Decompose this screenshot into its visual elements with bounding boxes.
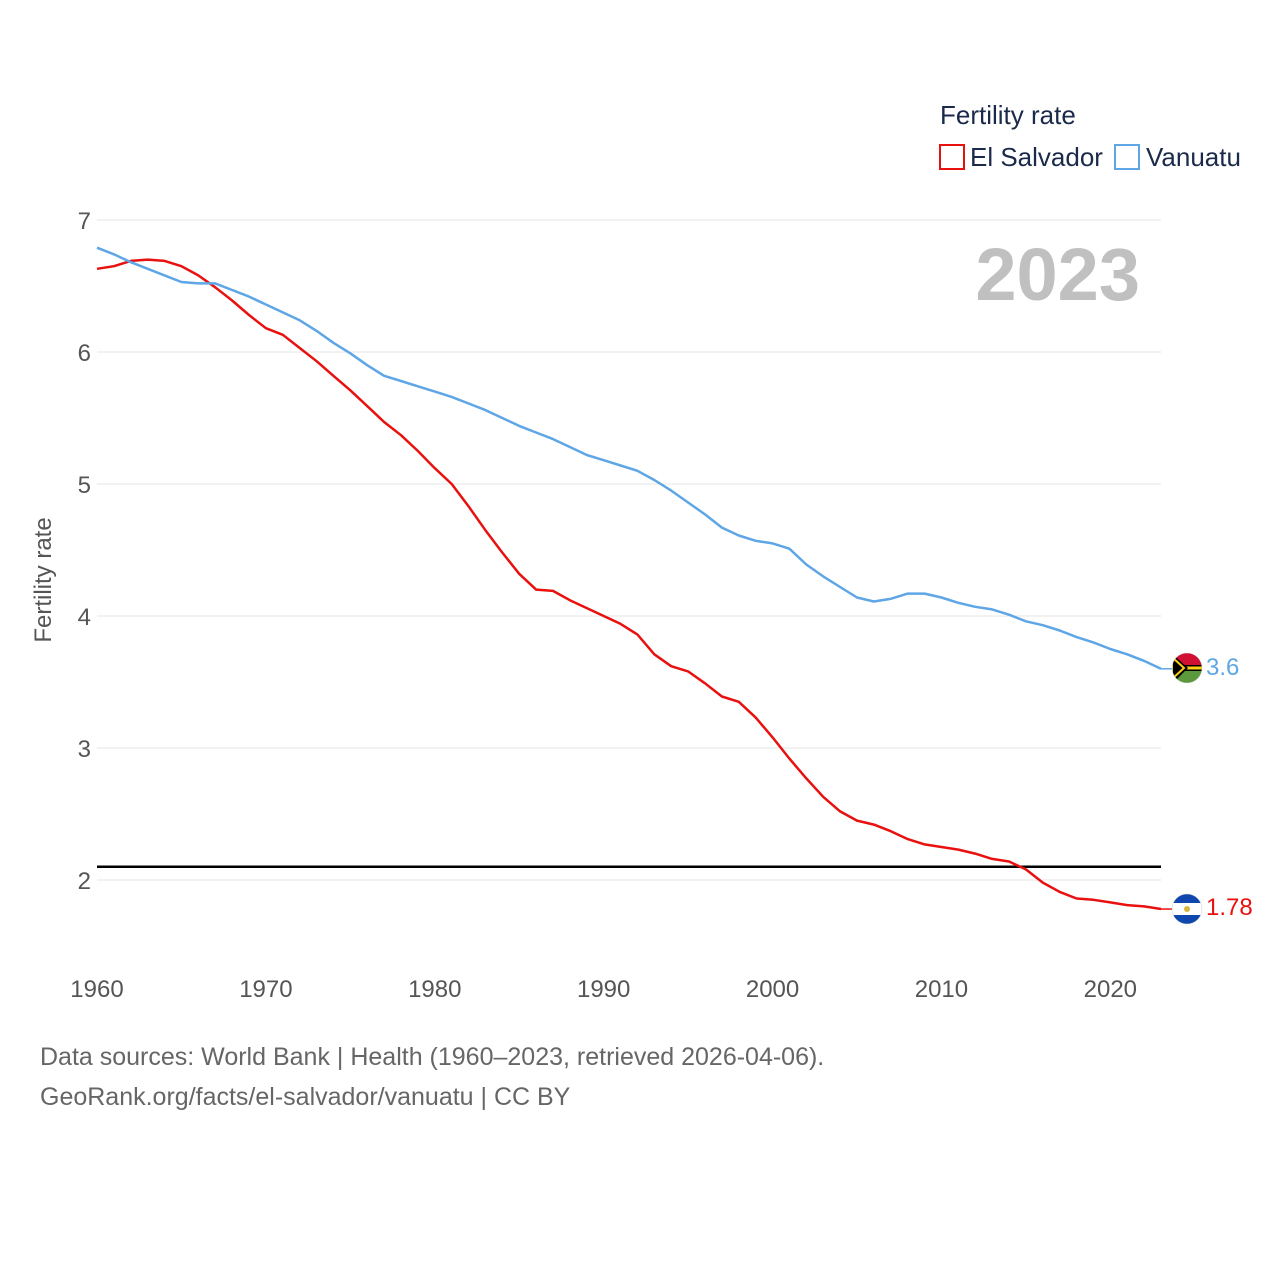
end-label-el-salvador: 1.78 <box>1206 894 1253 921</box>
el-salvador-flag-icon <box>1171 893 1203 925</box>
y-tick-4: 4 <box>78 604 91 631</box>
vanuatu-flag-icon <box>1171 652 1203 684</box>
x-tick-1990: 1990 <box>577 976 630 1003</box>
y-axis-title: Fertility rate <box>30 517 57 642</box>
series-layer <box>96 246 1172 911</box>
x-tick-2010: 2010 <box>915 976 968 1003</box>
end-label-vanuatu: 3.6 <box>1206 654 1239 681</box>
legend-item-vanuatu[interactable]: Vanuatu <box>1114 142 1241 172</box>
legend-swatch-vanuatu <box>1114 144 1140 170</box>
x-tick-2000: 2000 <box>746 976 799 1003</box>
x-tick-1980: 1980 <box>408 976 461 1003</box>
footer-source: Data sources: World Bank | Health (1960–… <box>40 1043 825 1071</box>
legend-swatch-el-salvador <box>939 144 965 170</box>
x-tick-1970: 1970 <box>239 976 292 1003</box>
grid-lines <box>97 219 1161 881</box>
x-tick-2020: 2020 <box>1084 976 1137 1003</box>
footer-attribution[interactable]: GeoRank.org/facts/el-salvador/vanuatu | … <box>40 1083 571 1111</box>
series-line-vanuatu <box>96 246 1162 670</box>
y-tick-5: 5 <box>78 472 91 499</box>
legend: Fertility rate El Salvador Vanuatu <box>939 100 1241 172</box>
y-tick-3: 3 <box>78 736 91 763</box>
legend-item-el-salvador[interactable]: El Salvador <box>939 142 1103 172</box>
legend-label-el-salvador: El Salvador <box>970 142 1103 172</box>
legend-title: Fertility rate <box>940 100 1076 130</box>
x-tick-labels: 1960 1970 1980 1990 2000 2010 2020 <box>70 976 1137 1003</box>
x-tick-1960: 1960 <box>70 976 123 1003</box>
year-label: 2023 <box>975 233 1140 316</box>
y-tick-7: 7 <box>78 208 91 235</box>
y-tick-6: 6 <box>78 340 91 367</box>
y-tick-labels: 2 3 4 5 6 7 <box>78 208 91 895</box>
legend-label-vanuatu: Vanuatu <box>1146 142 1241 172</box>
series-line-el-salvador <box>96 258 1162 911</box>
y-tick-2: 2 <box>78 868 91 895</box>
